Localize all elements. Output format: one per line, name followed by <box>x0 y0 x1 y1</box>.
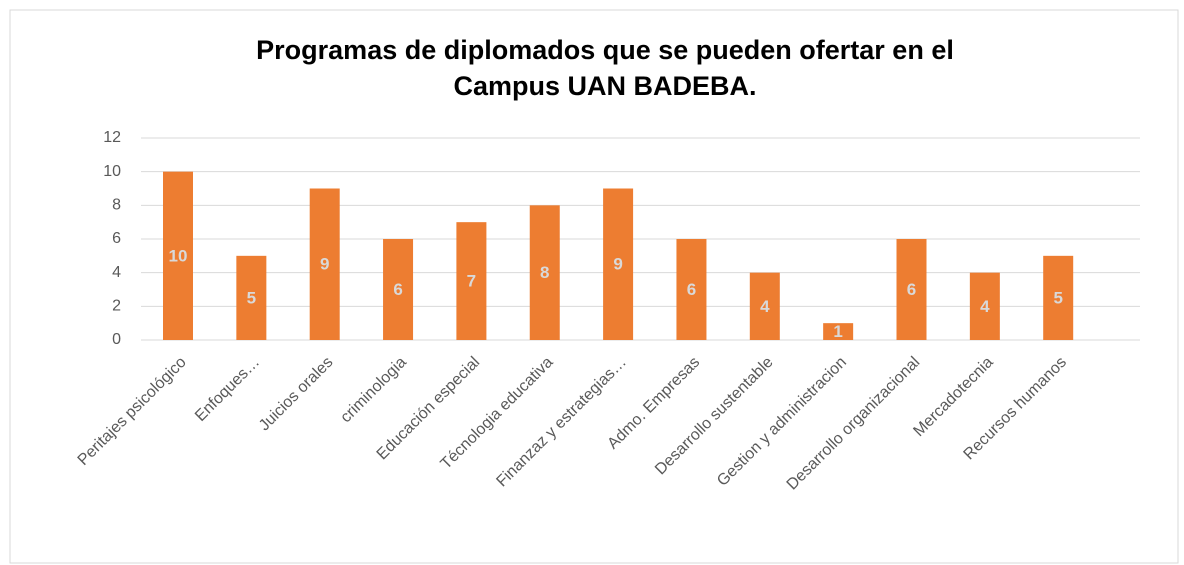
data-label: 6 <box>687 280 696 299</box>
data-label: 1 <box>833 322 842 341</box>
data-label: 7 <box>467 272 476 291</box>
bar <box>603 188 634 340</box>
data-label: 5 <box>1053 288 1062 307</box>
data-label: 9 <box>320 255 329 274</box>
y-tick-label: 6 <box>112 230 121 247</box>
y-tick-label: 12 <box>103 129 121 146</box>
y-tick-label: 10 <box>103 163 121 180</box>
bar <box>1043 255 1074 340</box>
bar <box>896 239 927 340</box>
data-label: 10 <box>169 246 188 265</box>
bar <box>383 239 414 340</box>
data-label: 6 <box>907 280 916 299</box>
chart-title: Programas de diplomados que se pueden of… <box>256 35 954 65</box>
y-tick-label: 8 <box>112 197 121 214</box>
bar <box>163 171 193 340</box>
data-label: 8 <box>540 263 549 282</box>
bar <box>676 239 707 340</box>
y-tick-label: 4 <box>112 264 121 281</box>
bar <box>969 272 1000 340</box>
bar <box>236 255 267 340</box>
data-label: 4 <box>980 297 990 316</box>
bar <box>529 205 560 340</box>
y-tick-label: 0 <box>112 331 121 348</box>
bar <box>749 272 780 340</box>
y-tick-label: 2 <box>112 298 121 315</box>
chart-title: Campus UAN BADEBA. <box>453 71 756 101</box>
data-label: 4 <box>760 297 770 316</box>
data-label: 6 <box>393 280 402 299</box>
data-label: 9 <box>613 255 622 274</box>
bar <box>309 188 340 340</box>
bar <box>823 323 854 340</box>
data-label: 5 <box>247 288 256 307</box>
bar <box>456 222 487 340</box>
